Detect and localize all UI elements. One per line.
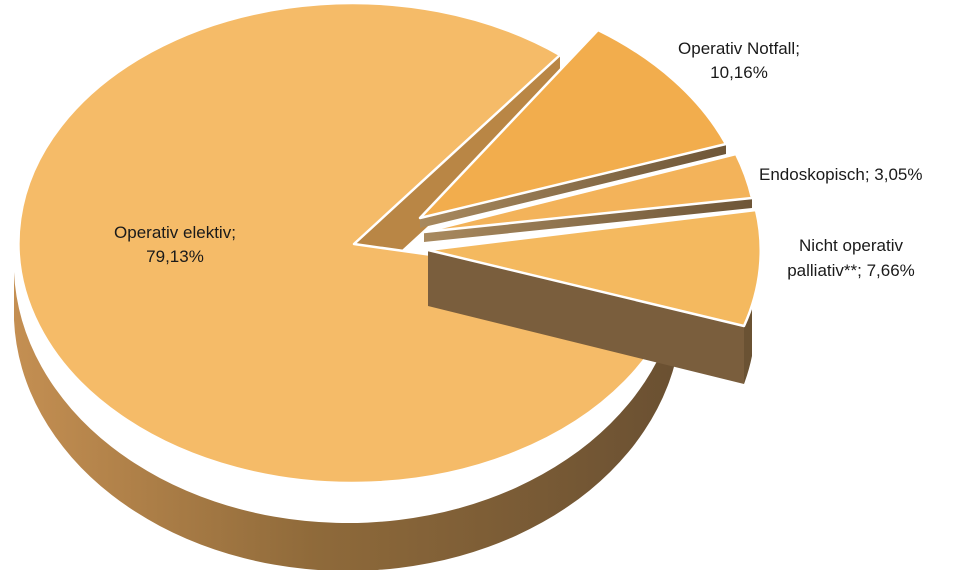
data-label-palliativ: Nicht operativ palliativ**; 7,66% <box>787 236 915 280</box>
slice-nicht-operativ-palliativ <box>426 208 762 384</box>
label-elektiv-name: Operativ elektiv; <box>114 223 236 242</box>
data-label-elektiv: Operativ elektiv; 79,13% <box>114 223 236 266</box>
label-endoskopisch: Endoskopisch; 3,05% <box>759 165 923 184</box>
slice-top-endoskopisch <box>422 152 754 234</box>
label-palliativ-value: 7,66% <box>867 261 915 280</box>
slice-wall-palliativ <box>428 250 744 384</box>
slice-wall-elektiv <box>354 55 560 294</box>
data-label-notfall: Operativ Notfall; 10,16% <box>678 39 800 82</box>
label-palliativ-line1: Nicht operativ <box>799 236 903 255</box>
slice-top-notfall <box>418 28 728 220</box>
data-label-endoskopisch: Endoskopisch; 3,05% <box>759 165 923 184</box>
slice-operativ-notfall <box>418 28 728 228</box>
slice-top-palliativ <box>426 208 762 328</box>
label-palliativ-line2: palliativ**; 7,66% <box>787 261 915 280</box>
slice-side-endoskopisch <box>424 198 752 242</box>
label-endoskopisch-name: Endoskopisch <box>759 165 865 184</box>
label-endoskopisch-value: 3,05% <box>874 165 922 184</box>
slice-side-notfall <box>420 144 726 228</box>
slice-endoskopisch <box>422 152 754 242</box>
label-elektiv-value: 79,13% <box>146 247 204 266</box>
slice-side-elektiv <box>14 272 680 570</box>
slice-operativ-elektiv <box>14 1 682 570</box>
label-notfall-value: 10,16% <box>710 63 768 82</box>
label-notfall-name: Operativ Notfall; <box>678 39 800 58</box>
slice-top-elektiv <box>17 1 682 485</box>
